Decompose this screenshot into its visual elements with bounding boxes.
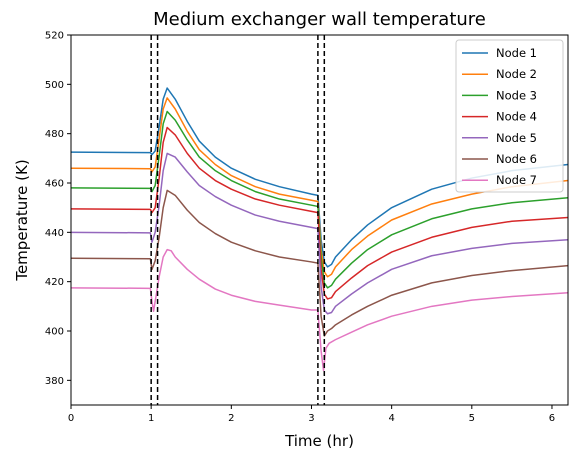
y-tick-label: 480	[45, 129, 64, 140]
x-tick-label: 5	[469, 413, 475, 424]
plot-area	[71, 35, 568, 405]
x-axis-label: Time (hr)	[284, 432, 354, 450]
legend-entry-label: Node 5	[496, 131, 537, 145]
legend-box	[455, 39, 564, 193]
x-tick-label: 1	[148, 413, 154, 424]
legend-entry-label: Node 1	[496, 46, 537, 60]
chart-title: Medium exchanger wall temperature	[153, 9, 486, 30]
y-tick-label: 420	[45, 277, 64, 288]
y-tick-label: 400	[45, 327, 64, 338]
series-line-node-4	[71, 126, 568, 300]
series-line-node-3	[71, 110, 568, 289]
legend: Node 1 Node 2 Node 3 Node 4 Node 5 Node 6 Node…	[455, 39, 564, 193]
series-line-node-6	[71, 189, 568, 337]
y-axis-label: Temperature (K)	[13, 159, 31, 281]
x-tick-label: 3	[308, 413, 314, 424]
y-tick-label: 520	[45, 31, 64, 42]
axis-ticks: 0 1 2 3 4 5 6 380 400 420 440 460 480 500 520	[45, 31, 555, 425]
plot-frame	[70, 34, 569, 406]
y-tick-label: 460	[45, 179, 64, 190]
series-line-node-7	[71, 248, 568, 372]
legend-entry-label: Node 4	[496, 110, 537, 124]
legend-entry-label: Node 6	[496, 152, 537, 166]
x-tick-label: 6	[549, 413, 555, 424]
legend-entry-label: Node 7	[496, 173, 537, 187]
series-line-node-5	[71, 152, 568, 315]
y-tick-label: 500	[45, 80, 64, 91]
legend-entry-label: Node 3	[496, 88, 537, 102]
series-line-node-2	[71, 97, 568, 278]
series-line-node-1	[71, 87, 568, 268]
legend-entry-label: Node 2	[496, 67, 537, 81]
x-tick-label: 4	[388, 413, 394, 424]
x-tick-label: 2	[228, 413, 234, 424]
x-tick-label: 0	[68, 413, 74, 424]
y-tick-label: 440	[45, 228, 64, 239]
y-tick-label: 380	[45, 376, 64, 387]
